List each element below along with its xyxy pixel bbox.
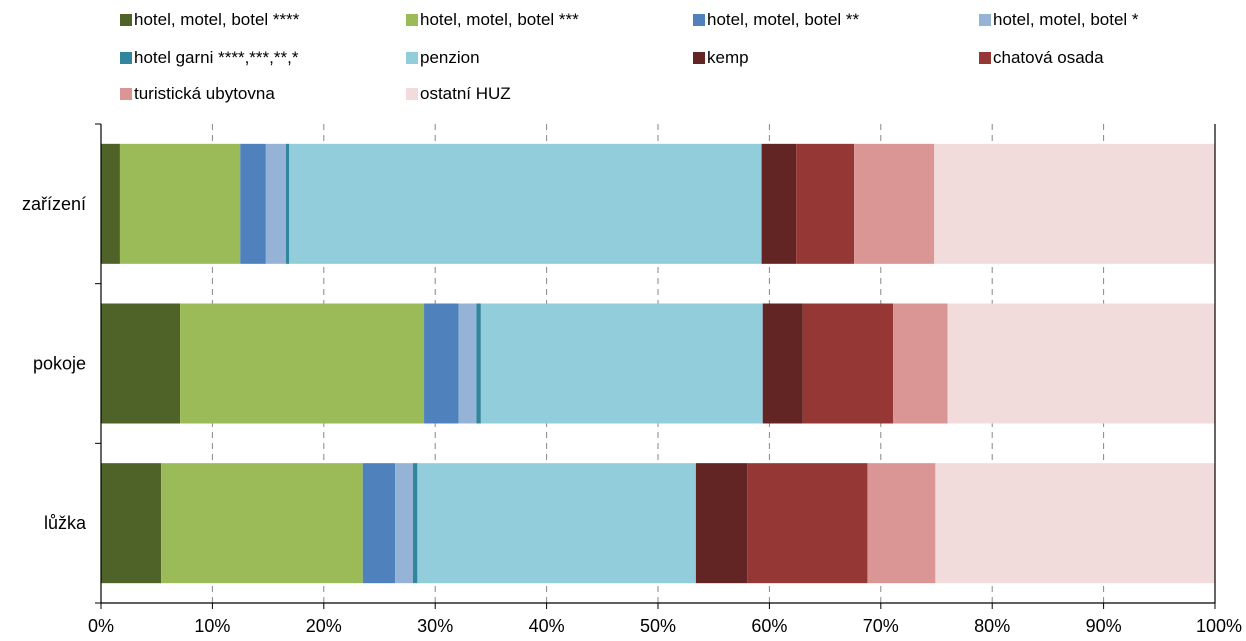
x-tick-label: 100% <box>1196 616 1242 636</box>
x-tick-label: 70% <box>863 616 899 636</box>
bar-segment-hotel-motel-botel <box>395 463 413 584</box>
legend-item-ostatni-huz: ostatní HUZ <box>406 84 511 103</box>
legend-swatch <box>120 88 132 100</box>
bar-segment-penzion <box>417 463 696 584</box>
bar-segment-hotel-motel-botel <box>362 463 396 584</box>
bar-segment-hotel-motel-botel <box>240 143 266 264</box>
bar-segment-hotel-motel-botel <box>424 303 459 424</box>
legend-swatch <box>693 52 705 64</box>
bar-segment-hotel-motel-botel <box>161 463 363 584</box>
legend-label: hotel, motel, botel **** <box>134 10 300 29</box>
bar-segment-turisticka-ubytovna <box>893 303 948 424</box>
x-tick-label: 10% <box>194 616 230 636</box>
x-tick-label: 30% <box>417 616 453 636</box>
legend-label: hotel, motel, botel * <box>993 10 1139 29</box>
legend-item-chatova-osada: chatová osada <box>979 48 1104 67</box>
legend-swatch <box>120 52 132 64</box>
legend-swatch <box>120 14 132 26</box>
legend-item-hotel-garni: hotel garni ****,***,**,* <box>120 48 299 67</box>
legend-label: penzion <box>420 48 480 67</box>
legend-label: chatová osada <box>993 48 1104 67</box>
legend-label: kemp <box>707 48 749 67</box>
bar-segment-chatova-osada <box>796 143 855 264</box>
legend-item-turisticka-ubytovna: turistická ubytovna <box>120 84 275 103</box>
x-axis-labels: 0% 10% 20% 30% 40% 50% 60% 70% 80% 90% 100% <box>88 616 1242 636</box>
legend-item-hotel-motel-botel: hotel, motel, botel **** <box>120 10 300 29</box>
bar-segment-hotel-motel-botel <box>119 143 241 264</box>
bar-segment-ostatni-huz <box>934 143 1215 264</box>
y-axis-labels: zařízení pokoje lůžka <box>22 194 87 533</box>
bar-group-zarizeni <box>101 143 1215 264</box>
bar-segment-turisticka-ubytovna <box>854 143 935 264</box>
bar-segment-hotel-garni <box>285 143 290 264</box>
legend-swatch <box>979 14 991 26</box>
bar-segment-hotel-garni <box>412 463 418 584</box>
legend: hotel, motel, botel **** hotel, motel, bo… <box>120 10 1139 103</box>
bar-group-luzka <box>101 463 1215 584</box>
y-tick-label: pokoje <box>33 354 86 374</box>
legend-label: ostatní HUZ <box>420 84 511 103</box>
legend-swatch <box>693 14 705 26</box>
x-tick-label: 0% <box>88 616 114 636</box>
legend-label: hotel, motel, botel *** <box>420 10 579 29</box>
legend-swatch <box>406 14 418 26</box>
bar-segment-turisticka-ubytovna <box>867 463 936 584</box>
bar-segment-ostatni-huz <box>947 303 1215 424</box>
legend-label: hotel, motel, botel ** <box>707 10 860 29</box>
y-tick-label: zařízení <box>22 194 86 214</box>
bar-segment-hotel-motel-botel <box>101 463 162 584</box>
bar-segment-kemp <box>762 303 803 424</box>
x-tick-label: 90% <box>1086 616 1122 636</box>
x-tick-label: 20% <box>306 616 342 636</box>
legend-item-penzion: penzion <box>406 48 480 67</box>
x-tick-label: 80% <box>974 616 1010 636</box>
legend-swatch <box>406 52 418 64</box>
x-tick-label: 40% <box>529 616 565 636</box>
legend-swatch <box>979 52 991 64</box>
x-tick-label: 50% <box>640 616 676 636</box>
bar-segment-chatova-osada <box>747 463 868 584</box>
bar-segment-hotel-motel-botel <box>180 303 425 424</box>
bar-segment-kemp <box>761 143 797 264</box>
axes <box>95 123 1216 609</box>
bar-segment-penzion <box>289 143 762 264</box>
bar-segment-chatova-osada <box>802 303 894 424</box>
bar-segment-hotel-motel-botel <box>458 303 477 424</box>
bar-segment-hotel-garni <box>476 303 481 424</box>
legend-item-hotel-motel-botel: hotel, motel, botel ** <box>693 10 860 29</box>
bar-segment-hotel-motel-botel <box>101 143 120 264</box>
y-tick-label: lůžka <box>44 513 87 533</box>
bar-group-pokoje <box>101 303 1215 424</box>
legend-item-hotel-motel-botel: hotel, motel, botel *** <box>406 10 579 29</box>
plot-area: zařízení pokoje lůžka 0% 10% 20% 30% 40% 50% 60%… <box>22 123 1242 636</box>
bar-segment-hotel-motel-botel <box>101 303 181 424</box>
legend-label: hotel garni ****,***,**,* <box>134 48 299 67</box>
bar-segment-hotel-motel-botel <box>265 143 286 264</box>
bar-segment-kemp <box>695 463 748 584</box>
legend-item-kemp: kemp <box>693 48 749 67</box>
legend-item-hotel-motel-botel: hotel, motel, botel * <box>979 10 1139 29</box>
bars <box>101 143 1215 584</box>
legend-swatch <box>406 88 418 100</box>
bar-segment-ostatni-huz <box>935 463 1215 584</box>
legend-label: turistická ubytovna <box>134 84 275 103</box>
bar-segment-penzion <box>480 303 763 424</box>
x-tick-label: 60% <box>751 616 787 636</box>
